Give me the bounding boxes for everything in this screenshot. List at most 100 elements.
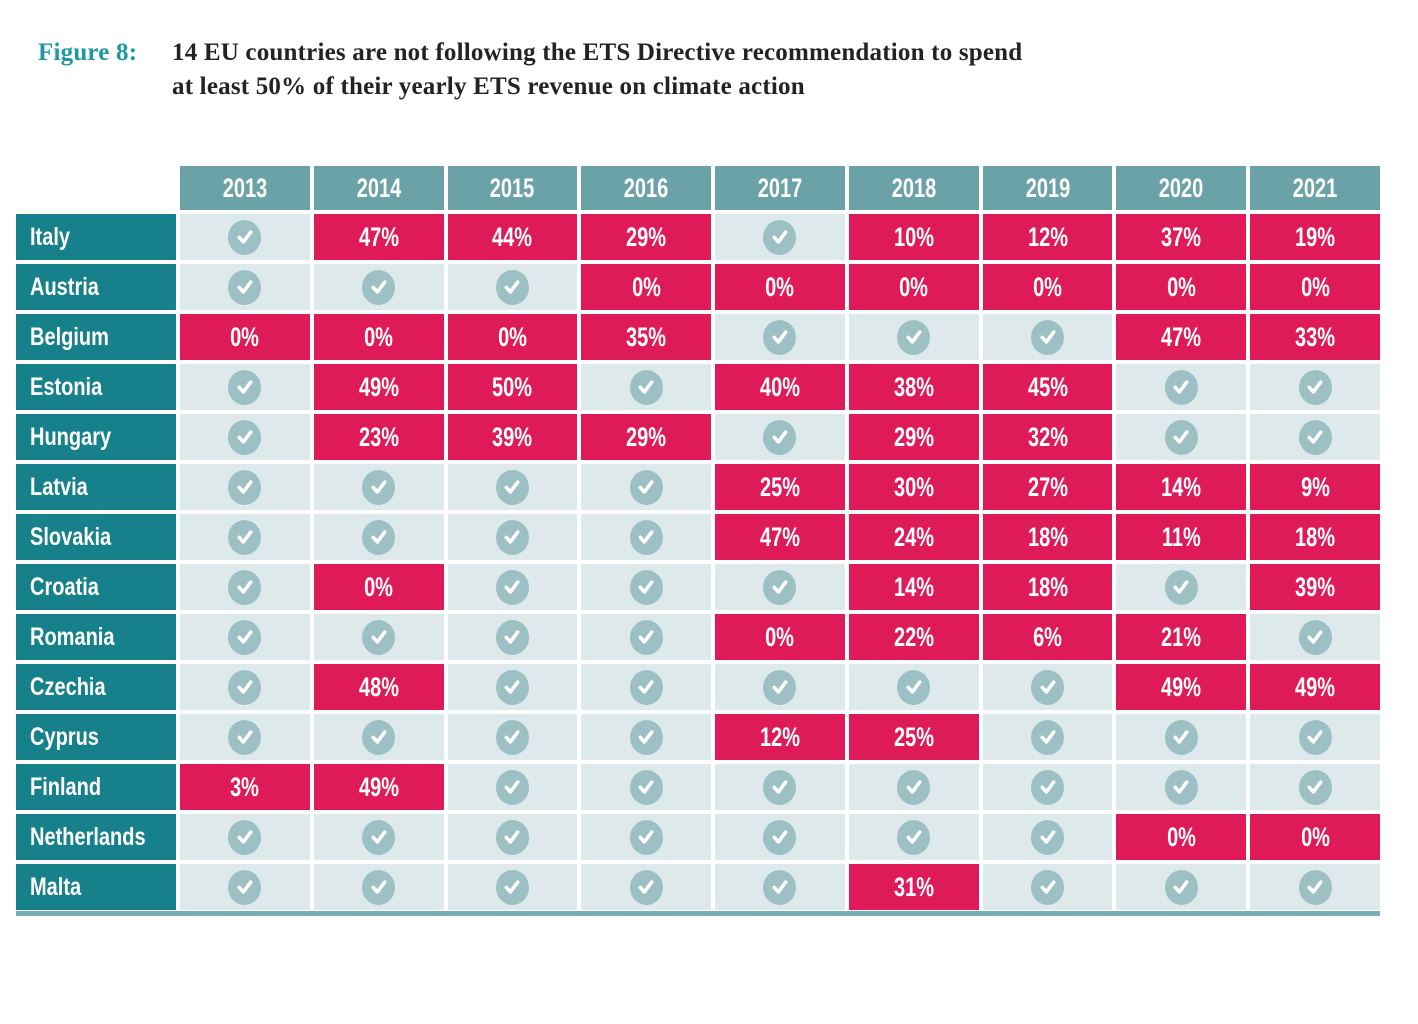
table-corner: [16, 166, 176, 210]
check-icon: [228, 619, 262, 655]
check-cell: [982, 864, 1113, 910]
check-cell: [715, 664, 845, 710]
year-header: 2018: [848, 166, 979, 210]
country-label-cell: Slovakia: [16, 514, 176, 560]
percent-value: 50%: [492, 371, 533, 402]
figure-title-text: 14 EU countries are not following the ET…: [172, 36, 1022, 104]
percent-cell: 25%: [715, 464, 845, 510]
percent-cell: 0%: [1250, 264, 1380, 310]
check-icon: [763, 569, 797, 605]
percent-value: 29%: [893, 421, 934, 452]
check-icon: [629, 869, 663, 905]
percent-value: 25%: [759, 471, 800, 502]
check-icon: [1031, 669, 1065, 705]
percent-value: 47%: [358, 221, 399, 252]
percent-cell: 47%: [715, 514, 845, 560]
percent-value: 25%: [893, 721, 934, 752]
percent-value: 0%: [1300, 271, 1330, 302]
check-icon: [1031, 319, 1065, 355]
check-cell: [313, 614, 444, 660]
country-label: Croatia: [30, 572, 99, 601]
percent-value: 11%: [1161, 521, 1201, 552]
check-cell: [1116, 864, 1247, 910]
check-icon: [228, 519, 262, 555]
check-icon: [495, 569, 529, 605]
percent-cell: 47%: [313, 214, 444, 260]
check-icon: [763, 869, 797, 905]
percent-cell: 23%: [313, 414, 444, 460]
year-header: 2017: [715, 166, 845, 210]
check-cell: [581, 464, 712, 510]
percent-value: 39%: [492, 421, 533, 452]
percent-cell: 49%: [313, 764, 444, 810]
country-label-cell: Romania: [16, 614, 176, 660]
percent-cell: 21%: [1116, 614, 1247, 660]
check-icon: [629, 619, 663, 655]
percent-cell: 0%: [313, 314, 444, 360]
check-cell: [180, 514, 310, 560]
percent-value: 18%: [1027, 521, 1068, 552]
check-icon: [495, 869, 529, 905]
country-label: Malta: [30, 872, 82, 901]
check-icon: [495, 819, 529, 855]
percent-value: 22%: [893, 621, 934, 652]
check-icon: [1298, 769, 1332, 805]
percent-cell: 0%: [715, 264, 845, 310]
percent-value: 49%: [1295, 671, 1336, 702]
percent-cell: 39%: [447, 414, 578, 460]
year-header: 2013: [180, 166, 310, 210]
percent-cell: 18%: [1250, 514, 1380, 560]
percent-cell: 49%: [1250, 664, 1380, 710]
country-label-cell: Estonia: [16, 364, 176, 410]
country-label-cell: Austria: [16, 264, 176, 310]
check-icon: [362, 869, 396, 905]
percent-value: 47%: [1161, 321, 1202, 352]
percent-cell: 12%: [715, 714, 845, 760]
check-icon: [629, 819, 663, 855]
percent-cell: 37%: [1116, 214, 1247, 260]
percent-value: 24%: [893, 521, 934, 552]
year-header: 2021: [1250, 166, 1380, 210]
percent-value: 0%: [497, 321, 527, 352]
check-icon: [897, 669, 931, 705]
percent-value: 0%: [364, 321, 394, 352]
check-icon: [1031, 769, 1065, 805]
percent-cell: 30%: [848, 464, 979, 510]
percent-cell: 0%: [982, 264, 1113, 310]
percent-cell: 48%: [313, 664, 444, 710]
percent-value: 32%: [1027, 421, 1068, 452]
percent-cell: 29%: [848, 414, 979, 460]
percent-cell: 50%: [447, 364, 578, 410]
country-label: Latvia: [30, 472, 88, 501]
year-header: 2015: [447, 166, 578, 210]
check-cell: [581, 364, 712, 410]
check-cell: [1250, 714, 1380, 760]
check-icon: [763, 219, 797, 255]
table-bottom-rule: [16, 911, 1380, 916]
percent-value: 0%: [631, 271, 661, 302]
percent-cell: 0%: [1250, 814, 1380, 860]
percent-value: 38%: [893, 371, 934, 402]
check-cell: [313, 514, 444, 560]
check-cell: [180, 714, 310, 760]
percent-value: 14%: [1161, 471, 1202, 502]
check-cell: [982, 714, 1113, 760]
percent-cell: 19%: [1250, 214, 1380, 260]
check-icon: [1164, 569, 1198, 605]
check-icon: [495, 469, 529, 505]
percent-cell: 35%: [581, 314, 712, 360]
figure-number: Figure 8:: [38, 39, 138, 66]
check-icon: [228, 869, 262, 905]
percent-value: 27%: [1027, 471, 1068, 502]
year-header-label: 2017: [757, 172, 803, 203]
percent-value: 49%: [358, 771, 399, 802]
country-label: Finland: [30, 772, 102, 801]
check-icon: [1031, 719, 1065, 755]
check-icon: [1298, 869, 1332, 905]
country-label-cell: Finland: [16, 764, 176, 810]
check-icon: [495, 519, 529, 555]
figure-title-line-1: 14 EU countries are not following the ET…: [172, 39, 1023, 66]
check-icon: [1298, 719, 1332, 755]
check-cell: [313, 464, 444, 510]
percent-cell: 0%: [313, 564, 444, 610]
